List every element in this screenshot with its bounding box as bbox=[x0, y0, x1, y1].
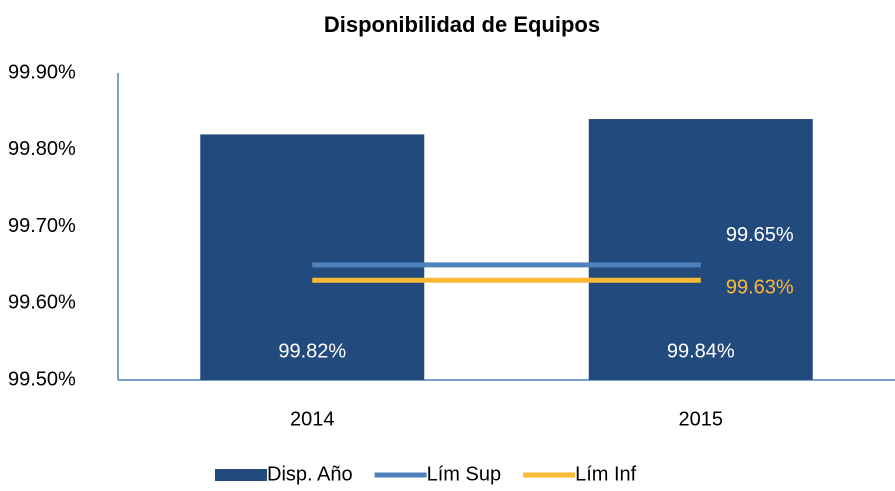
chart-title: Disponibilidad de Equipos bbox=[324, 12, 600, 37]
bar bbox=[200, 134, 425, 380]
data-label: 99.82% bbox=[278, 340, 346, 362]
legend-label: Disp. Año bbox=[267, 463, 353, 485]
y-tick-label: 99.50% bbox=[8, 368, 76, 390]
y-tick-label: 99.80% bbox=[8, 138, 76, 160]
y-tick-label: 99.90% bbox=[8, 61, 76, 83]
legend-swatch bbox=[215, 469, 267, 481]
bar bbox=[588, 119, 813, 381]
x-tick-label: 2014 bbox=[290, 408, 335, 430]
data-label: 99.63% bbox=[726, 277, 794, 299]
y-tick-label: 99.70% bbox=[8, 215, 76, 237]
data-label: 99.65% bbox=[726, 224, 794, 246]
legend-label: Lím Sup bbox=[427, 463, 501, 485]
legend-label: Lím Inf bbox=[575, 463, 637, 485]
data-label: 99.84% bbox=[667, 340, 735, 362]
x-tick-label: 2015 bbox=[679, 408, 724, 430]
y-tick-label: 99.60% bbox=[8, 292, 76, 314]
